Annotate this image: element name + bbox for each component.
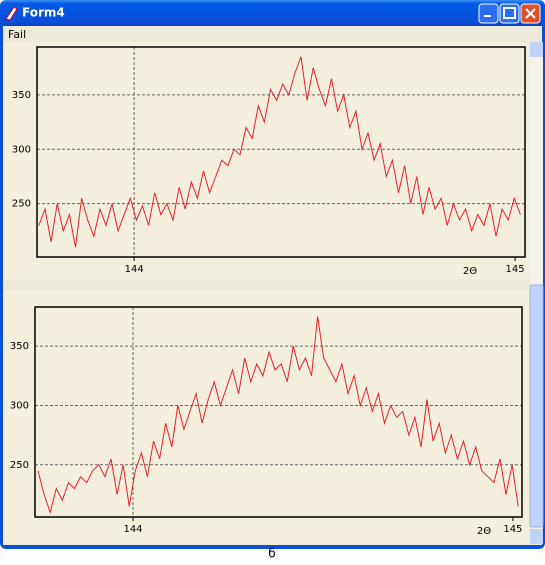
x-tick-label: 144	[123, 524, 142, 535]
close-icon	[525, 8, 536, 19]
x-tick-label: 144	[125, 264, 144, 275]
app-icon	[5, 6, 18, 21]
window-title: Form4	[22, 6, 65, 20]
menu-item[interactable]: Fail	[8, 28, 26, 41]
minimize-icon	[484, 15, 491, 17]
y-tick-label: 300	[10, 400, 29, 411]
maximize-icon	[503, 7, 516, 19]
scroll-down[interactable]	[530, 529, 543, 544]
chart-panel	[3, 290, 529, 543]
scroll-up[interactable]	[530, 42, 543, 57]
caption: б	[268, 547, 275, 561]
chart-panel	[3, 42, 529, 279]
minimize-button[interactable]	[478, 3, 499, 24]
y-tick-label: 300	[12, 144, 31, 155]
x-tick-label: 145	[503, 524, 522, 535]
scroll-thumb[interactable]	[529, 284, 544, 528]
x-axis-label: 2Θ	[463, 266, 477, 277]
y-tick-label: 250	[10, 460, 29, 471]
y-tick-label: 350	[10, 341, 29, 352]
x-axis-label: 2Θ	[477, 526, 491, 537]
x-tick-label: 145	[506, 264, 525, 275]
data-line	[38, 56, 521, 248]
maximize-button[interactable]	[499, 3, 520, 24]
plot-frame	[34, 306, 523, 518]
plot-frame	[36, 46, 526, 258]
y-tick-label: 250	[12, 199, 31, 210]
title-bar	[0, 0, 545, 26]
data-line	[37, 316, 519, 515]
y-tick-label: 350	[12, 90, 31, 101]
